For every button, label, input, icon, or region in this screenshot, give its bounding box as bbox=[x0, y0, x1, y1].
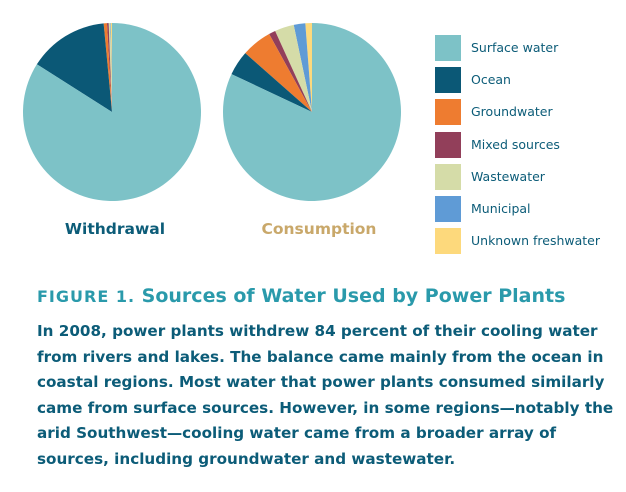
pie-slice-surface-water bbox=[22, 23, 201, 201]
pie-slice-ocean bbox=[231, 53, 312, 112]
legend-swatch bbox=[435, 163, 461, 190]
legend-swatch bbox=[435, 67, 461, 94]
legend-label: Unknown freshwater bbox=[471, 233, 601, 249]
pie-slice-wastewater bbox=[108, 23, 112, 113]
legend-label: Wastewater bbox=[471, 168, 545, 184]
withdrawal-label: Withdrawal bbox=[64, 220, 166, 238]
pie-slice-groundwater bbox=[103, 23, 112, 113]
figure-number: FIGURE 1. bbox=[37, 287, 136, 306]
pie-slice-municipal bbox=[110, 23, 112, 112]
consumption-pie-chart bbox=[223, 23, 401, 202]
pie-slice-mixed-sources bbox=[106, 23, 112, 113]
pie-slice-municipal bbox=[293, 23, 312, 113]
pie-slice-unknown-freshwater bbox=[305, 23, 312, 112]
figure-caption: In 2008, power plants withdrew 84 percen… bbox=[37, 322, 614, 468]
pie-slice-mixed-sources bbox=[269, 31, 312, 113]
legend-label: Groundwater bbox=[471, 104, 553, 120]
consumption-label: Consumption bbox=[261, 220, 377, 238]
pie-slice-groundwater bbox=[245, 34, 312, 112]
pie-slice-surface-water bbox=[223, 23, 401, 202]
legend-swatch bbox=[435, 228, 461, 255]
pie-slice-wastewater bbox=[275, 24, 312, 113]
legend-swatch bbox=[435, 195, 461, 222]
pie-slice-ocean bbox=[36, 23, 112, 112]
legend-label: Mixed sources bbox=[471, 136, 560, 152]
legend-swatch bbox=[435, 131, 461, 158]
legend-swatch bbox=[435, 35, 461, 61]
legend-label: Ocean bbox=[471, 72, 511, 88]
figure-title: FIGURE 1. Sources of Water Used by Power… bbox=[37, 285, 565, 307]
legend-swatch bbox=[435, 99, 461, 126]
withdrawal-pie-chart bbox=[22, 23, 201, 201]
legend-label: Municipal bbox=[471, 200, 531, 216]
figure-title-text: Sources of Water Used by Power Plants bbox=[141, 285, 566, 307]
legend-label: Surface water bbox=[471, 40, 559, 55]
pie-slice-unknown-freshwater bbox=[110, 23, 112, 112]
